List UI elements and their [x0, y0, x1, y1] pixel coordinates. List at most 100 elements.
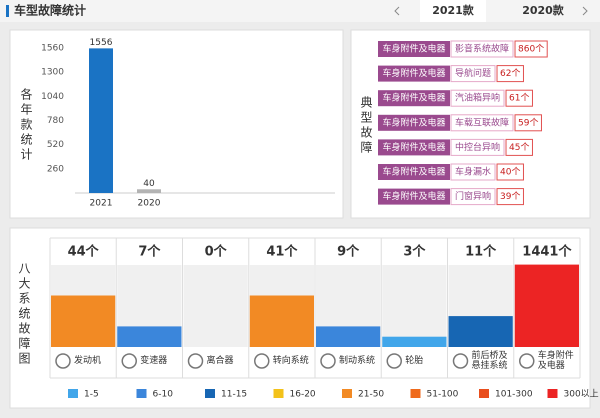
- system-name: 离合器: [206, 356, 234, 366]
- legend-swatch: [342, 389, 352, 398]
- value-label: 1441个: [522, 244, 572, 260]
- fault-tag-bg: [378, 114, 450, 131]
- legend-label: 51-100: [427, 390, 459, 400]
- fault-tag: 车身附件及电器: [382, 67, 445, 79]
- legend-swatch: [205, 389, 215, 398]
- fault-tag: 车身附件及电器: [382, 190, 445, 202]
- legend-label: 21-50: [358, 390, 384, 400]
- fault-count-box: [505, 138, 533, 156]
- fault-tag-bg: [378, 90, 450, 107]
- page-title: 车型故障统计: [14, 3, 86, 18]
- system-name: 制动系统: [339, 356, 376, 366]
- fault-count-box: [496, 163, 524, 181]
- fault-tag: 车身附件及电器: [382, 166, 445, 178]
- value-label: 3个: [403, 244, 426, 260]
- fault-desc: 汽油箱异响: [455, 92, 500, 104]
- fault-count: 40个: [500, 167, 520, 178]
- fault-desc-box: [450, 40, 514, 58]
- fault-desc: 中控台异响: [455, 141, 500, 153]
- system-icon: [254, 353, 270, 369]
- fault-tag: 车身附件及电器: [382, 141, 445, 153]
- value-label: 44个: [68, 244, 100, 260]
- bar: [89, 48, 113, 193]
- system-name: 变速器: [140, 356, 168, 366]
- fault-count-box: [514, 40, 548, 58]
- fault-count: 62个: [500, 68, 520, 79]
- system-name: 前后桥及 悬挂系统: [471, 351, 508, 371]
- legend-swatch: [479, 389, 489, 398]
- bar: [316, 326, 381, 347]
- value-label: 0个: [205, 244, 228, 260]
- fault-tag-bg: [378, 41, 450, 57]
- legend-swatch: [547, 389, 558, 398]
- system-name: 转向系统: [272, 356, 309, 366]
- next-arrow[interactable]: [582, 6, 588, 16]
- legend-label: 6-10: [153, 390, 174, 400]
- fault-tag: 车身附件及电器: [382, 43, 445, 55]
- fault-count-box: [505, 89, 533, 107]
- fault-desc-box: [450, 89, 505, 107]
- column-bg: [183, 265, 248, 347]
- fault-desc: 门窗异响: [455, 190, 491, 202]
- title-marker: [6, 5, 9, 17]
- fault-title: 典型故障: [359, 96, 373, 156]
- fault-count: 860个: [518, 44, 544, 55]
- legend-swatch: [68, 389, 78, 398]
- fault-desc-box: [450, 188, 496, 206]
- fault-desc: 车载互联故障: [455, 116, 509, 128]
- tab-label[interactable]: 2021款: [432, 3, 475, 17]
- x-tick-label: 2020: [138, 199, 161, 209]
- legend-label: 16-20: [290, 390, 316, 400]
- legend-label: 1-5: [84, 390, 99, 400]
- fault-desc-box: [450, 65, 496, 83]
- fault-tag-bg: [378, 188, 450, 205]
- bar: [117, 326, 182, 347]
- legend-label: 101-300: [495, 390, 533, 400]
- value-label: 1556: [90, 38, 113, 48]
- system-name: 轮胎: [405, 356, 424, 366]
- fault-desc-box: [450, 163, 496, 181]
- value-label: 11个: [465, 244, 497, 260]
- prev-arrow[interactable]: [394, 6, 400, 16]
- legend-swatch: [273, 389, 284, 398]
- bar: [448, 316, 513, 347]
- bar: [382, 336, 447, 347]
- fault-tag-bg: [378, 164, 450, 180]
- system-icon: [121, 353, 137, 369]
- tab-label[interactable]: 2020款: [522, 3, 565, 17]
- fault-tag-bg: [378, 139, 450, 156]
- system-icon: [187, 353, 204, 369]
- fault-tag: 车身附件及电器: [382, 116, 445, 128]
- y-tick-label: 1300: [41, 68, 64, 78]
- tab[interactable]: [420, 0, 486, 22]
- value-label: 41个: [266, 244, 298, 260]
- system-icon: [320, 353, 336, 369]
- fault-count-box: [496, 65, 524, 83]
- fault-count: 39个: [500, 191, 520, 202]
- x-tick-label: 2021: [90, 199, 113, 209]
- y-tick-label: 780: [47, 116, 64, 126]
- fault-desc: 导航问题: [455, 67, 491, 79]
- fault-count: 61个: [509, 93, 529, 104]
- fault-tag-bg: [378, 65, 450, 82]
- system-icon: [519, 353, 535, 369]
- fault-desc-box: [450, 138, 505, 156]
- value-label: 40: [143, 179, 155, 189]
- y-tick-label: 520: [47, 140, 64, 150]
- fault-desc: 车身漏水: [455, 166, 491, 178]
- system-name: 车身附件 及电器: [537, 351, 574, 371]
- y-tick-label: 260: [47, 164, 64, 174]
- value-label: 9个: [337, 244, 360, 260]
- fault-desc: 影音系统故障: [455, 43, 509, 55]
- year-chart-title: 各年款统计: [19, 88, 33, 163]
- fault-count-box: [496, 188, 524, 206]
- legend-swatch: [410, 389, 421, 398]
- year-panel: [9, 29, 344, 219]
- legend-swatch: [136, 389, 147, 398]
- legend-label: 300以上: [564, 389, 599, 400]
- column-bg: [382, 265, 447, 347]
- header-bar: [0, 0, 600, 22]
- legend-label: 11-15: [221, 390, 247, 400]
